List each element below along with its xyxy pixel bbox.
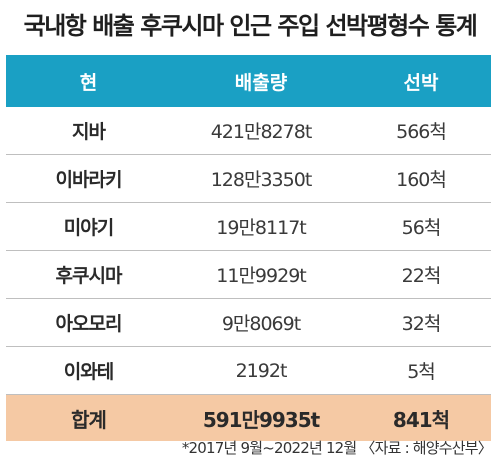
cell-discharge: 421만8278t <box>210 121 313 143</box>
total-row: 합계 591만9935t 841척 <box>6 395 491 441</box>
cell-ships: 160척 <box>396 169 447 191</box>
cell-discharge: 9만8069t <box>221 313 301 335</box>
table-row: 이와테 2192t 5척 <box>6 347 491 395</box>
total-label: 합계 <box>71 407 107 432</box>
cell-prefecture: 이바라키 <box>55 169 123 191</box>
cell-discharge: 11만9929t <box>216 265 306 287</box>
cell-prefecture: 지바 <box>72 121 106 143</box>
cell-discharge: 19만8117t <box>216 217 306 239</box>
cell-prefecture: 미야기 <box>63 217 114 239</box>
source-note: *2017년 9월~2022년 12월 〈자료 : 해양수산부〉 <box>181 439 493 457</box>
page-title: 국내항 배출 후쿠시마 인근 주입 선박평형수 통계 <box>23 12 478 40</box>
cell-ships: 56척 <box>401 217 442 239</box>
table-row: 이바라키 128만3350t 160척 <box>6 155 491 203</box>
cell-prefecture: 아오모리 <box>55 313 123 335</box>
cell-ships: 566척 <box>396 121 447 143</box>
table-row: 아오모리 9만8069t 32척 <box>6 299 491 347</box>
cell-discharge: 2192t <box>235 359 288 382</box>
header-prefecture: 현 <box>79 71 98 94</box>
cell-ships: 5척 <box>407 361 436 383</box>
cell-prefecture: 이와테 <box>63 361 114 383</box>
table-header: 현 배출량 선박 <box>6 55 491 107</box>
stats-table: 현 배출량 선박 지바 421만8278t 566척 이바라키 128만3350… <box>6 55 491 441</box>
header-discharge: 배출량 <box>234 71 288 94</box>
header-ships: 선박 <box>403 71 439 94</box>
cell-ships: 22척 <box>401 265 442 287</box>
cell-ships: 32척 <box>401 313 442 335</box>
table-row: 미야기 19만8117t 56척 <box>6 203 491 251</box>
total-ships: 841척 <box>392 407 450 432</box>
cell-prefecture: 후쿠시마 <box>55 265 123 287</box>
table-row: 후쿠시마 11만9929t 22척 <box>6 251 491 299</box>
cell-discharge: 128만3350t <box>210 169 313 191</box>
total-discharge: 591만9935t <box>202 407 320 432</box>
table-row: 지바 421만8278t 566척 <box>6 107 491 155</box>
